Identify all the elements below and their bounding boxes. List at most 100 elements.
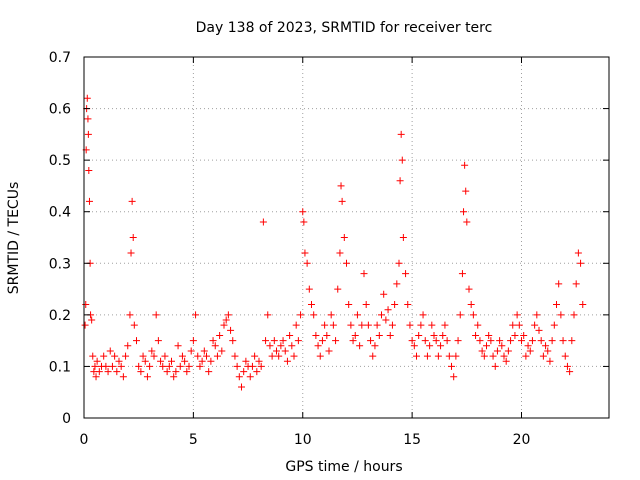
y-tick-label: 0 — [62, 411, 71, 427]
data-point — [194, 352, 202, 360]
data-point — [183, 368, 191, 376]
plot-frame — [83, 56, 610, 419]
data-point — [196, 362, 204, 370]
data-point — [393, 280, 401, 288]
data-point — [83, 94, 91, 102]
data-point — [314, 342, 322, 350]
data-point — [89, 352, 97, 360]
data-point — [235, 373, 243, 381]
data-point — [404, 301, 412, 309]
data-point — [434, 352, 442, 360]
data-point — [419, 311, 427, 319]
data-point — [327, 311, 335, 319]
data-point — [432, 337, 440, 345]
data-point — [133, 337, 140, 345]
data-point — [367, 337, 375, 345]
data-point — [316, 352, 324, 360]
data-point — [279, 337, 287, 345]
data-point — [347, 321, 355, 329]
data-point — [220, 321, 228, 329]
data-point — [356, 342, 364, 350]
data-point — [257, 362, 265, 370]
data-point — [345, 301, 353, 309]
data-point — [168, 357, 175, 365]
data-point — [227, 326, 235, 334]
data-point — [305, 285, 313, 293]
data-point — [531, 321, 539, 329]
data-point — [426, 342, 434, 350]
data-point — [104, 368, 112, 376]
data-point — [476, 337, 484, 345]
data-point — [240, 368, 248, 376]
data-point — [100, 352, 108, 360]
data-point — [205, 368, 213, 376]
data-point — [391, 301, 399, 309]
y-axis-label: SRMTID / TECUs — [6, 182, 22, 295]
data-point — [209, 337, 217, 345]
data-point — [496, 337, 504, 345]
data-point — [450, 373, 458, 381]
data-point — [299, 208, 307, 216]
data-point — [150, 352, 158, 360]
data-point — [288, 342, 296, 350]
data-point — [218, 347, 226, 355]
data-point — [273, 347, 280, 355]
data-point — [544, 347, 552, 355]
data-point — [406, 321, 414, 329]
data-point — [462, 187, 470, 195]
data-point — [95, 368, 103, 376]
data-point — [555, 280, 563, 288]
data-point — [413, 352, 420, 360]
data-point — [268, 352, 276, 360]
data-point — [535, 326, 543, 334]
data-point — [185, 362, 193, 370]
chart-title: Day 138 of 2023, SRMTID for receiver ter… — [196, 20, 493, 36]
data-point — [410, 342, 418, 350]
data-point — [163, 368, 171, 376]
data-point — [526, 347, 534, 355]
data-point — [533, 311, 541, 319]
x-tick-label: 0 — [80, 432, 89, 448]
data-point — [511, 331, 519, 339]
data-point — [502, 357, 510, 365]
data-point — [491, 362, 499, 370]
data-point — [364, 321, 372, 329]
data-point — [233, 362, 241, 370]
data-point — [170, 373, 178, 381]
data-point — [360, 270, 368, 278]
data-point — [329, 321, 337, 329]
data-point — [141, 357, 149, 365]
data-point — [568, 337, 576, 345]
data-point — [570, 311, 578, 319]
data-point — [553, 301, 560, 309]
data-point — [388, 321, 396, 329]
data-point — [323, 331, 331, 339]
data-point — [270, 337, 278, 345]
data-point — [441, 321, 449, 329]
data-point — [303, 259, 311, 267]
y-tick-label: 0.5 — [49, 153, 71, 169]
data-point — [478, 347, 486, 355]
data-point — [111, 352, 119, 360]
axis-tick-labels: 0 0.1 0.2 0.3 0.4 0.5 0.6 0.7 0 5 10 15 20 — [49, 50, 531, 448]
data-point — [300, 218, 308, 226]
data-point — [259, 218, 267, 226]
data-point — [84, 115, 92, 123]
data-point — [248, 362, 256, 370]
data-point — [211, 342, 219, 350]
data-point — [378, 311, 385, 319]
data-point — [340, 234, 348, 241]
data-point — [493, 347, 501, 355]
data-point — [146, 362, 154, 370]
data-point — [520, 331, 528, 339]
data-point — [454, 337, 462, 345]
data-point — [203, 352, 210, 360]
data-point — [371, 342, 379, 350]
data-point — [396, 177, 404, 185]
data-point — [382, 316, 390, 324]
data-point — [415, 331, 423, 339]
data-point — [417, 321, 425, 329]
data-point — [159, 362, 167, 370]
data-point — [251, 352, 259, 360]
data-point — [152, 311, 160, 319]
